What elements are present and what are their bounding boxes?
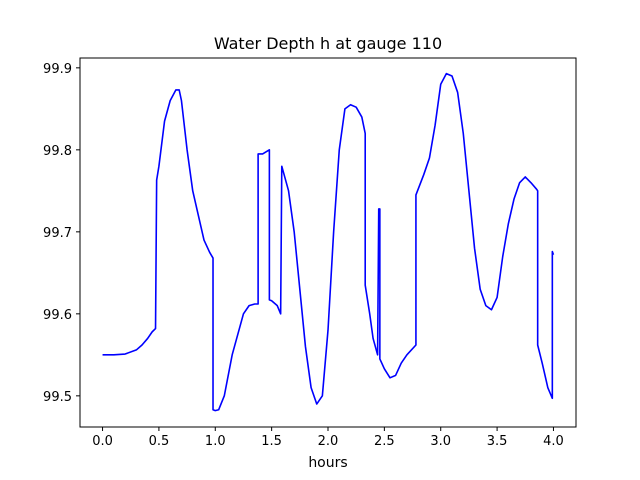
x-tick-label: 2.5 <box>374 434 395 449</box>
y-tick-label: 99.8 <box>43 144 72 159</box>
y-axis: 99.5 99.6 99.7 99.8 99.9 <box>43 62 80 405</box>
series-line <box>102 72 555 412</box>
y-tick-label: 99.5 <box>43 390 72 405</box>
plot-series <box>102 72 555 412</box>
y-tick-label: 99.6 <box>43 308 72 323</box>
x-axis: 0.0 0.5 1.0 1.5 2.0 2.5 3.0 3.5 4.0 <box>92 427 564 449</box>
y-tick-label: 99.7 <box>43 226 72 241</box>
x-tick-label: 1.0 <box>205 434 226 449</box>
x-tick-label: 0.5 <box>149 434 170 449</box>
x-tick-label: 3.0 <box>430 434 451 449</box>
x-tick-label: 2.0 <box>318 434 339 449</box>
plot-frame <box>79 57 577 428</box>
x-tick-label: 0.0 <box>92 434 113 449</box>
x-axis-label: hours <box>308 455 347 471</box>
x-tick-label: 1.5 <box>261 434 282 449</box>
chart-title: Water Depth h at gauge 110 <box>214 34 442 53</box>
x-tick-label: 4.0 <box>543 434 564 449</box>
x-tick-label: 3.5 <box>487 434 508 449</box>
y-tick-label: 99.9 <box>43 62 72 77</box>
